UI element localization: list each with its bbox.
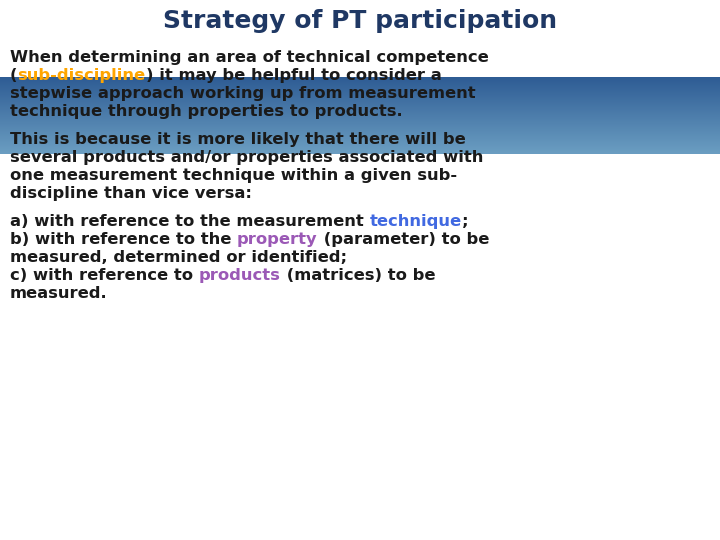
Text: products: products <box>199 268 281 283</box>
Text: ;: ; <box>462 214 468 229</box>
Text: technique: technique <box>369 214 462 229</box>
Text: measured, determined or identified;: measured, determined or identified; <box>10 250 347 265</box>
Text: measured.: measured. <box>10 286 107 301</box>
Text: b) with reference to the: b) with reference to the <box>10 232 237 247</box>
Text: (matrices) to be: (matrices) to be <box>281 268 435 283</box>
Text: technique through properties to products.: technique through properties to products… <box>10 104 402 119</box>
Text: This is because it is more likely that there will be: This is because it is more likely that t… <box>10 132 466 147</box>
Text: property: property <box>237 232 318 247</box>
Text: several products and/or properties associated with: several products and/or properties assoc… <box>10 150 483 165</box>
Text: Strategy of PT participation: Strategy of PT participation <box>163 9 557 33</box>
Text: sub-discipline: sub-discipline <box>17 68 145 83</box>
Text: one measurement technique within a given sub-: one measurement technique within a given… <box>10 168 457 183</box>
Text: discipline than vice versa:: discipline than vice versa: <box>10 186 252 201</box>
Text: When determining an area of technical competence: When determining an area of technical co… <box>10 50 489 65</box>
Text: (: ( <box>10 68 17 83</box>
Text: ) it may be helpful to consider a: ) it may be helpful to consider a <box>145 68 441 83</box>
Text: stepwise approach working up from measurement: stepwise approach working up from measur… <box>10 86 476 101</box>
Text: a) with reference to the measurement: a) with reference to the measurement <box>10 214 369 229</box>
Text: (parameter) to be: (parameter) to be <box>318 232 489 247</box>
Text: c) with reference to: c) with reference to <box>10 268 199 283</box>
